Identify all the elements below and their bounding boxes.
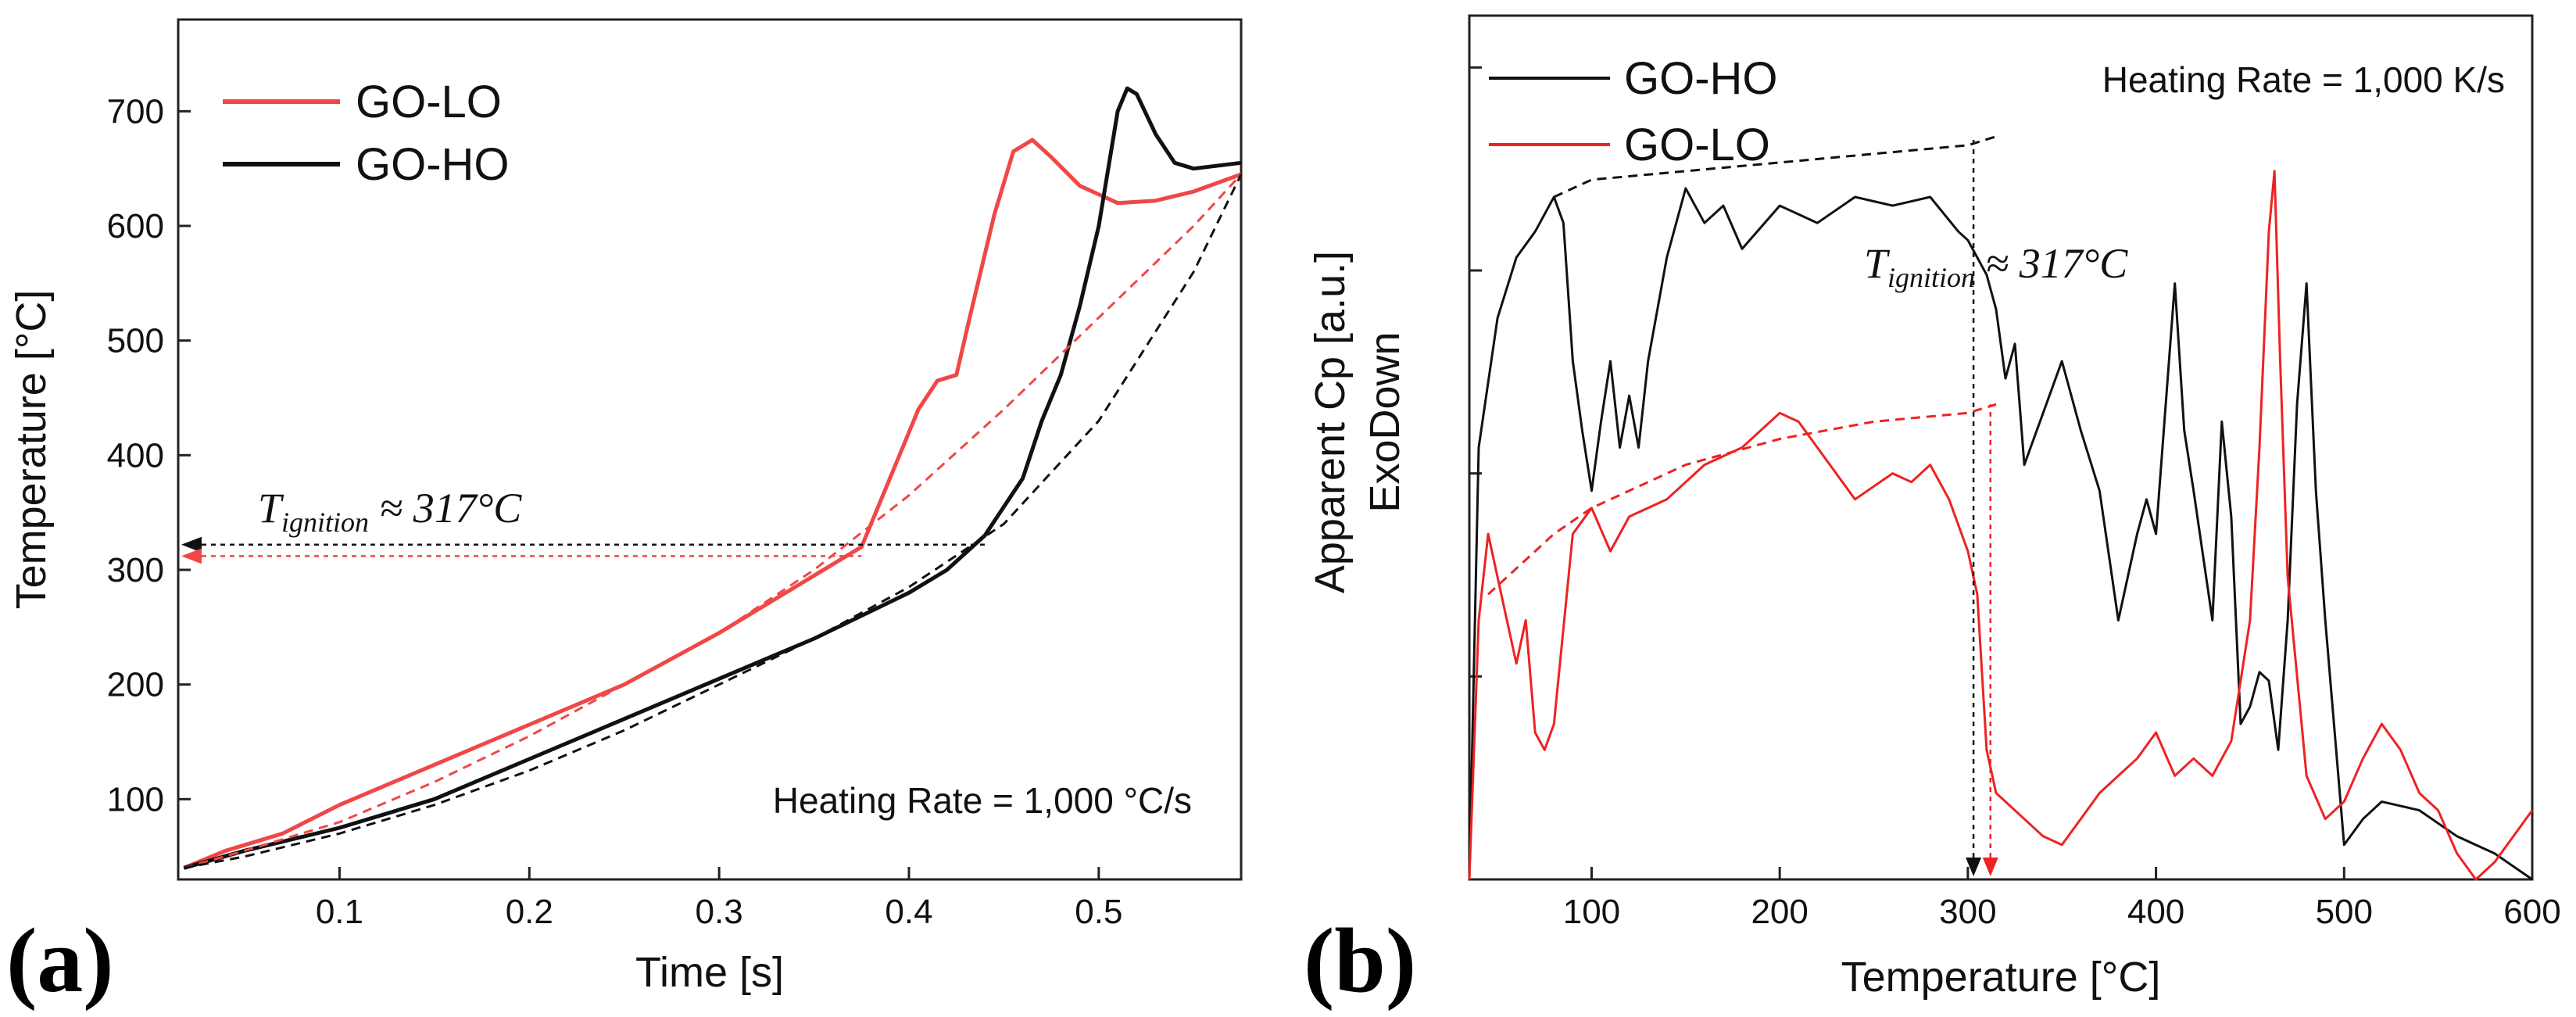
x-tick-label: 100 — [1563, 893, 1620, 931]
series-line-go-lo — [183, 138, 1242, 870]
y-axis-title-b: Apparent Cp [a.u.] — [1307, 251, 1354, 593]
plot-frame-b — [1468, 14, 2534, 881]
y-tick-label: 700 — [107, 92, 164, 131]
ignition-arrow — [181, 548, 202, 564]
ignition-markers-b — [1966, 136, 1998, 876]
x-tick-label: 600 — [2503, 893, 2560, 931]
heating-rate-annotation-a: Heating Rate = 1,000 °C/s — [773, 780, 1192, 821]
panel-label-b: (b) — [1304, 909, 1416, 1012]
y-tick-label: 100 — [107, 780, 164, 818]
y-tick-label: 400 — [107, 436, 164, 474]
x-tick-label: 0.3 — [696, 893, 743, 931]
ignition-arrow — [181, 536, 202, 553]
y-tick-label: 600 — [107, 207, 164, 245]
ignition-label-b: Tignition ≈ 317°C — [1864, 240, 2128, 293]
series-line-go-ho-fit — [184, 174, 1243, 869]
panel-a: 100 200 300 400 500 600 700 0.1 0.2 0.3 0.4 0.5 Ti… — [6, 18, 1243, 1012]
panel-label-a: (a) — [6, 909, 114, 1012]
legend-label-go-lo-a: GO-LO — [356, 77, 502, 127]
y-tick-label: 200 — [107, 666, 164, 704]
x-axis-title-a: Time [s] — [635, 949, 784, 996]
x-tick-label: 500 — [2316, 893, 2373, 931]
legend-a: GO-LO GO-HO — [223, 77, 510, 190]
series-line-go-ho-fit — [1553, 135, 1997, 199]
x-tick-label: 0.1 — [316, 893, 363, 931]
x-ticks-a: 0.1 0.2 0.3 0.4 0.5 — [316, 867, 1122, 931]
ignition-arrow — [1982, 858, 1998, 876]
series-line-go-lo — [1468, 170, 2534, 881]
y-axis-subtitle-b: ExoDown — [1361, 331, 1408, 512]
x-tick-label: 0.4 — [885, 893, 932, 931]
series-line-go-lo-fit — [183, 173, 1243, 869]
ignition-label-a: Tignition ≈ 317°C — [258, 485, 522, 538]
ignition-arrow — [1966, 858, 1982, 876]
series-lines-b — [1468, 135, 2534, 881]
x-axis-title-b: Temperature [°C] — [1841, 954, 2161, 1001]
series-lines-a — [183, 86, 1243, 870]
legend-label-go-ho-b: GO-HO — [1624, 53, 1778, 104]
y-axis-title-a: Temperature [°C] — [8, 290, 55, 610]
series-line-go-ho — [1468, 187, 2533, 881]
series-line-go-ho — [183, 86, 1242, 870]
y-tick-label: 500 — [107, 322, 164, 360]
y-tick-label: 300 — [107, 551, 164, 589]
x-tick-label: 0.5 — [1075, 893, 1122, 931]
x-tick-label: 300 — [1939, 893, 1996, 931]
ignition-markers-a — [181, 536, 986, 564]
x-ticks-b: 100 200 300 400 500 600 — [1563, 867, 2561, 931]
x-tick-label: 200 — [1751, 893, 1808, 931]
x-tick-label: 400 — [2127, 893, 2184, 931]
legend-label-go-lo-b: GO-LO — [1624, 120, 1770, 170]
x-tick-label: 0.2 — [506, 893, 553, 931]
series-line-go-lo-fit — [1487, 403, 1997, 596]
y-ticks-a: 100 200 300 400 500 600 700 — [107, 92, 191, 818]
legend-label-go-ho-a: GO-HO — [356, 139, 510, 190]
panel-b: 100 200 300 400 500 600 Temperature [°C] Appa… — [1304, 14, 2561, 1012]
heating-rate-annotation-b: Heating Rate = 1,000 K/s — [2102, 59, 2505, 100]
plot-frame-a — [177, 18, 1243, 881]
legend-b: GO-HO GO-LO — [1489, 53, 1778, 170]
